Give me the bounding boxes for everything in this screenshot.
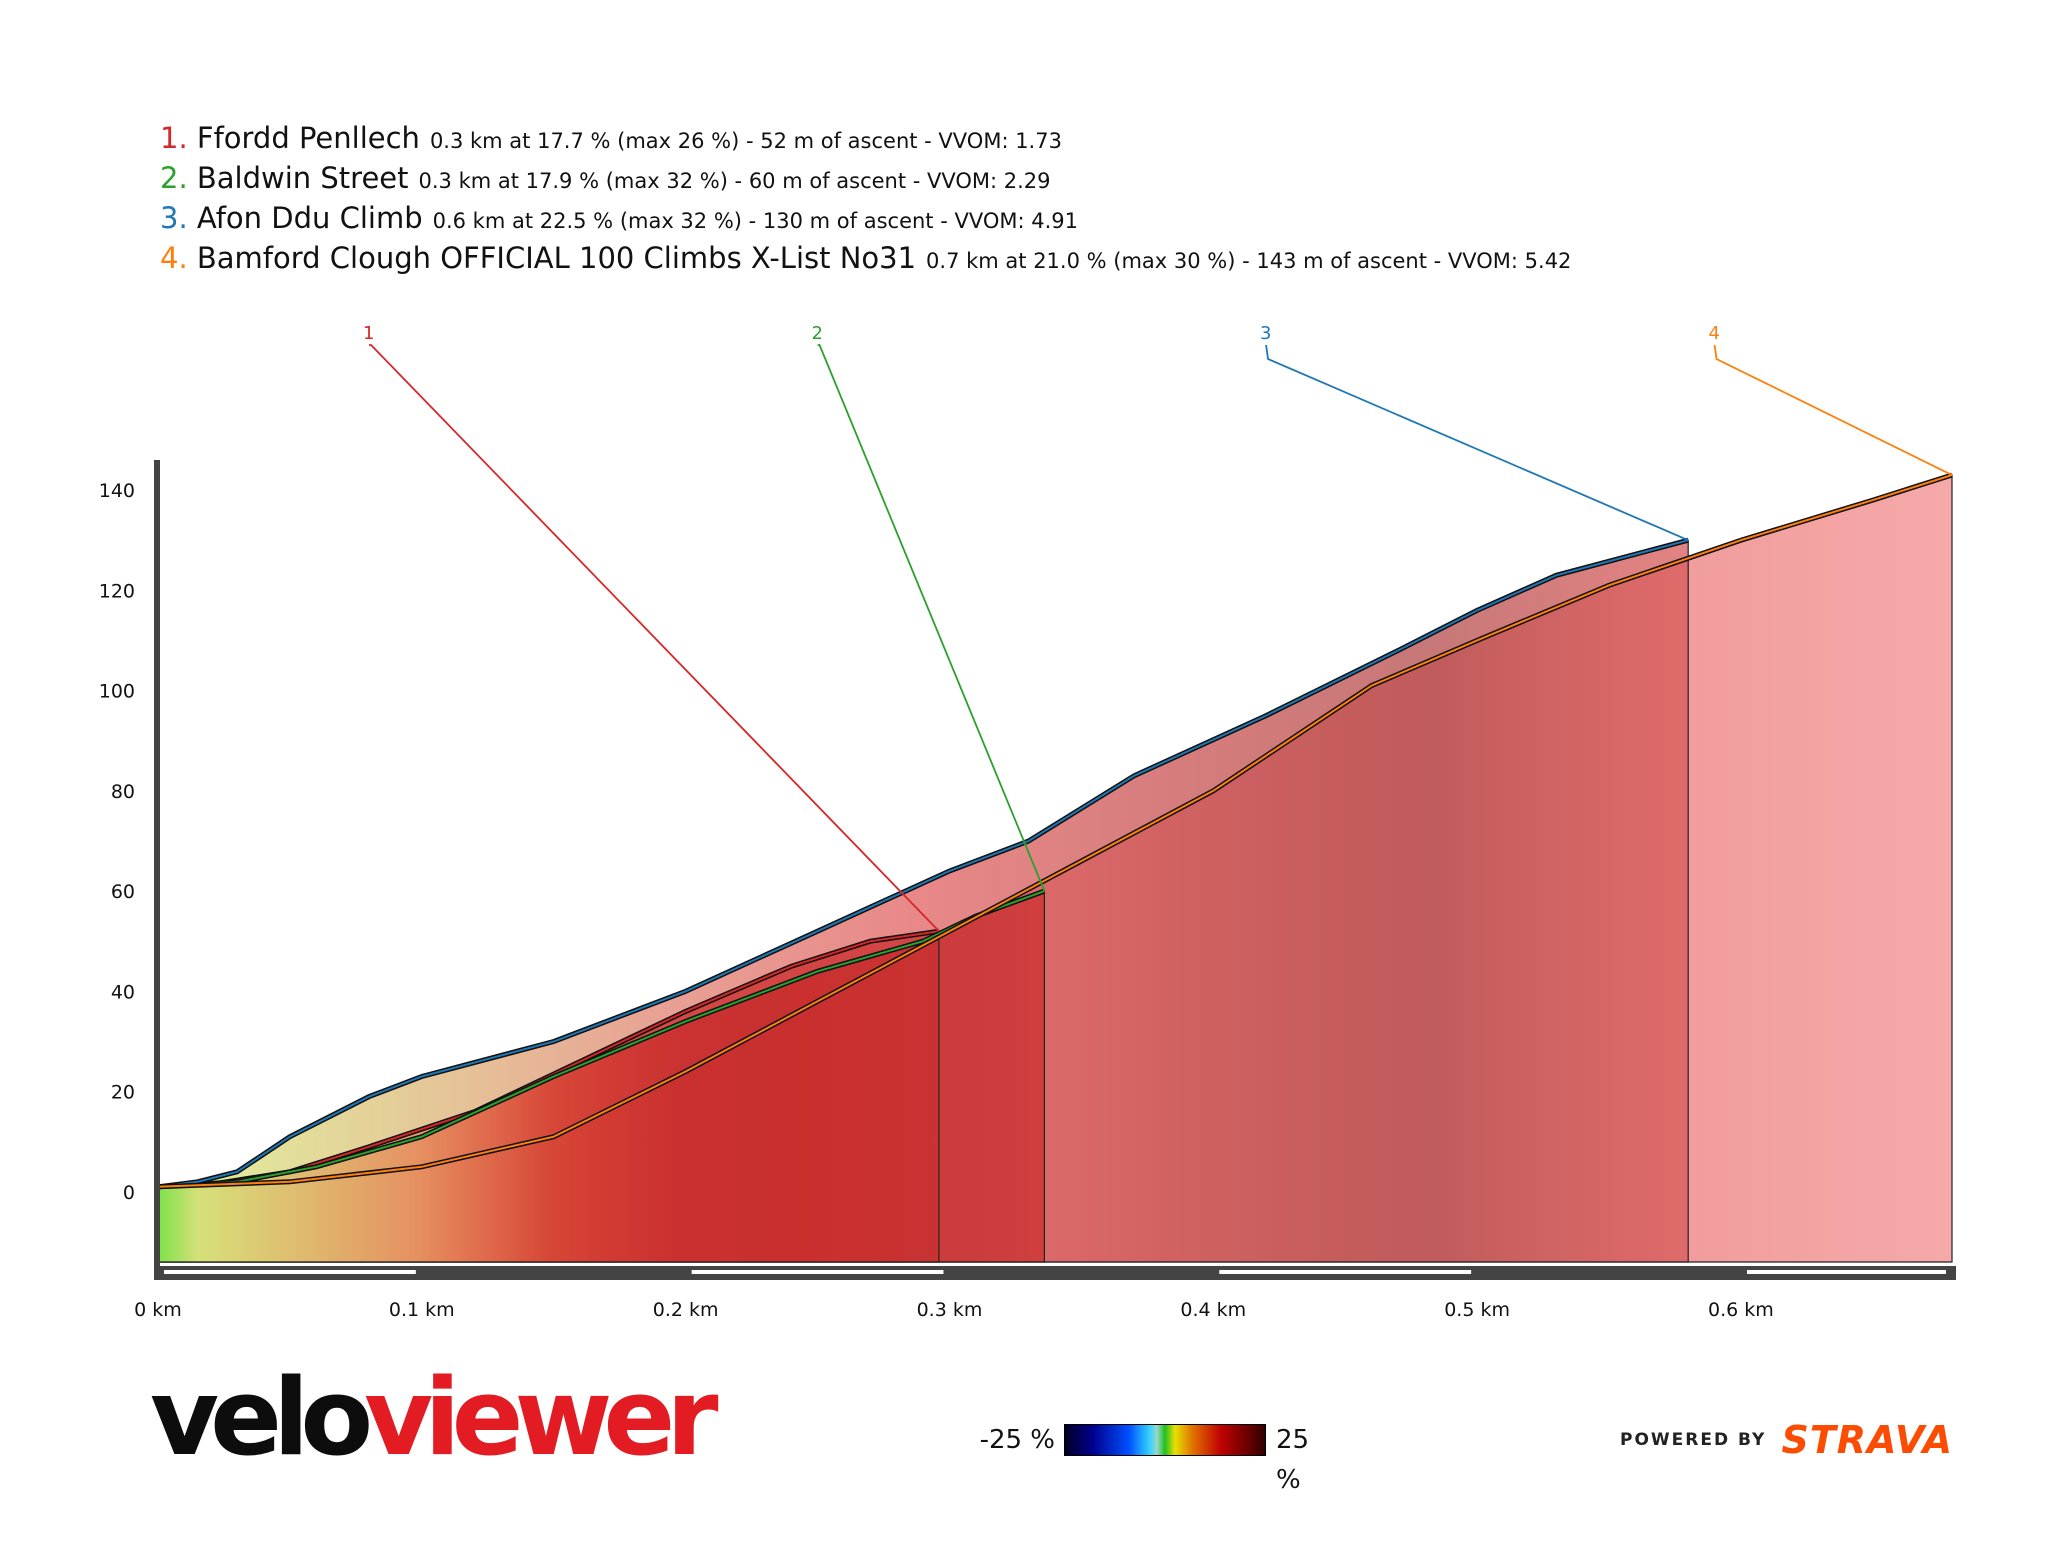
strava-logo: STRAVA [1781,1418,1954,1462]
x-axis-segment [164,1270,416,1274]
strava-attribution: POWERED BY STRAVA [1620,1418,1953,1462]
legend-climb-detail: 0.3 km at 17.7 % (max 26 %) - 52 m of as… [429,129,1062,153]
x-axis-bar [154,1266,1956,1280]
legend-climb-name: Ffordd Penllech [196,121,420,155]
x-tick-label: 0.3 km [917,1299,983,1321]
series-number-label: 4 [1709,323,1720,344]
y-axis-line [154,460,160,1278]
series-line [157,474,1953,1188]
legend-item: 1. Ffordd Penllech 0.3 km at 17.7 % (max … [160,118,1571,158]
x-tick-label: 0 km [134,1299,182,1321]
chart-legend: 1. Ffordd Penllech 0.3 km at 17.7 % (max … [160,118,1571,278]
series-number-label: 2 [812,323,823,344]
x-axis-segment [691,1270,944,1274]
y-tick-label: 20 [111,1082,135,1104]
series-line [157,539,1689,1188]
leader-line [1713,344,1953,476]
series-number-label: 3 [1260,323,1271,344]
veloviewer-logo: veloviewer [150,1365,719,1471]
legend-climb-name: Afon Ddu Climb [196,201,423,235]
y-tick-label: 80 [111,781,135,803]
x-tick-label: 0.6 km [1708,1299,1774,1321]
legend-item: 3. Afon Ddu Climb 0.6 km at 22.5 % (max 3… [160,198,1571,238]
legend-number: 2. [160,161,197,195]
legend-number: 1. [160,121,197,155]
legend-climb-detail: 0.3 km at 17.9 % (max 32 %) - 60 m of as… [418,169,1051,193]
legend-item: 4. Bamford Clough OFFICIAL 100 Climbs X-… [160,238,1571,278]
gradient-scale-min: -25 % [979,1425,1055,1455]
leader-line [817,344,1046,892]
legend-climb-detail: 0.6 km at 22.5 % (max 32 %) - 130 m of a… [432,209,1078,233]
gradient-scale-max: 25 % [1276,1425,1310,1495]
legend-climb-detail: 0.7 km at 21.0 % (max 30 %) - 143 m of a… [926,249,1572,273]
series-number-label: 1 [363,323,374,344]
y-tick-label: 40 [111,981,135,1003]
leader-line [1265,344,1689,542]
logo-viewer: viewer [364,1356,718,1479]
y-tick-label: 60 [111,881,135,903]
x-tick-label: 0.4 km [1180,1299,1246,1321]
legend-climb-name: Bamford Clough OFFICIAL 100 Climbs X-Lis… [196,241,917,275]
x-axis-segment [1219,1270,1472,1274]
x-axis-segment [1746,1270,1946,1274]
x-tick-label: 0.1 km [389,1299,455,1321]
y-tick-label: 100 [99,681,135,703]
legend-climb-name: Baldwin Street [196,161,409,195]
leader-line [369,344,940,932]
x-tick-label: 0.5 km [1444,1299,1510,1321]
legend-item: 2. Baldwin Street 0.3 km at 17.9 % (max 3… [160,158,1571,198]
logo-velo: velo [150,1356,373,1479]
gradient-scale-bar [1064,1424,1266,1456]
series-area [157,930,940,1263]
x-tick-label: 0.2 km [653,1299,719,1321]
y-tick-label: 140 [99,480,135,502]
legend-number: 4. [160,241,197,275]
powered-by-text: POWERED BY [1620,1430,1767,1450]
y-tick-label: 0 [123,1182,135,1204]
legend-number: 3. [160,201,197,235]
y-tick-label: 120 [99,580,135,602]
